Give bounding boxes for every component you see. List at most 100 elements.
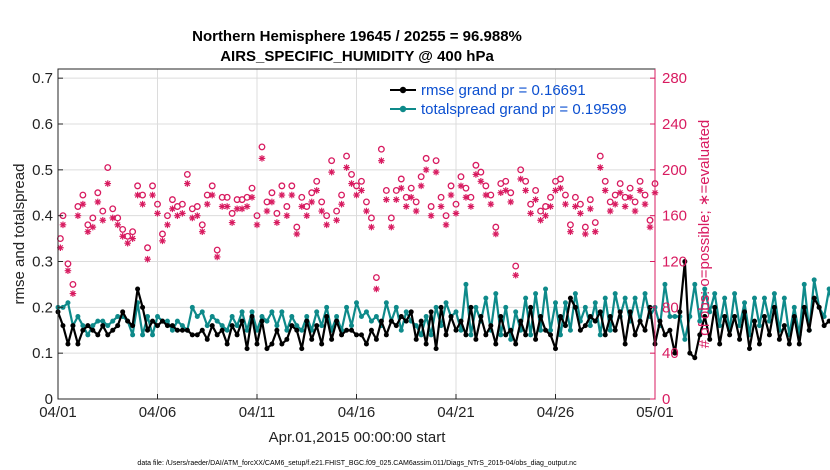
totalspread-point <box>528 332 534 338</box>
evaluated-obs-point <box>348 180 355 187</box>
rmse-point <box>284 336 290 342</box>
possible-obs-point <box>512 262 520 270</box>
rmse-point <box>428 309 434 315</box>
possible-obs-point <box>258 143 266 151</box>
rmse-point <box>577 327 583 333</box>
totalspread-point <box>498 332 504 338</box>
rmse-point <box>189 332 195 338</box>
totalspread-point <box>209 314 215 319</box>
evaluated-obs-point <box>338 200 345 208</box>
evaluated-obs-point <box>263 207 271 215</box>
rmse-point <box>120 309 126 315</box>
x-tick-label: 04/11 <box>239 404 275 421</box>
rmse-point <box>443 332 449 338</box>
totalspread-point <box>349 323 355 329</box>
rmse-point <box>557 314 563 319</box>
rmse-point <box>448 314 454 319</box>
possible-obs-point <box>159 230 166 238</box>
y2-tick-label: 0 <box>662 391 670 408</box>
totalspread-point <box>294 323 300 329</box>
totalspread-point <box>826 286 830 292</box>
evaluated-obs-point <box>537 216 544 224</box>
possible-obs-point <box>382 187 390 194</box>
rmse-point <box>657 318 663 324</box>
possible-obs-point <box>547 193 554 201</box>
possible-obs-point <box>313 177 321 185</box>
totalspread-point <box>110 318 116 324</box>
evaluated-obs-point <box>631 207 639 215</box>
y-axis-label: rmse and totalspread <box>11 164 28 305</box>
rmse-point <box>622 341 628 347</box>
y-tick-label: 0.7 <box>32 70 53 87</box>
evaluated-obs-point <box>487 200 495 208</box>
evaluated-obs-point <box>288 191 296 199</box>
rmse-point <box>602 332 608 338</box>
rmse-point <box>199 327 205 333</box>
possible-obs-point <box>372 274 380 281</box>
possible-obs-point <box>447 182 455 190</box>
totalspread-point <box>548 327 554 333</box>
y-axis-right: 0 40 80 120 160 200 240 280 <box>650 69 687 408</box>
totalspread-point <box>319 323 325 329</box>
rmse-point <box>677 309 683 315</box>
evaluated-obs-point <box>402 203 410 210</box>
rmse-point <box>786 341 792 347</box>
totalspread-point <box>602 295 608 301</box>
rmse-point <box>508 327 514 333</box>
evaluated-obs-point <box>169 205 176 213</box>
rmse-point <box>781 323 787 329</box>
possible-obs-point <box>641 191 649 199</box>
rmse-point <box>682 259 688 264</box>
totalspread-point <box>274 323 280 329</box>
possible-obs-point <box>571 193 579 201</box>
possible-obs-point <box>283 203 291 210</box>
evaluated-obs-point <box>198 228 206 236</box>
x-axis-label: Apr.01,2015 00:00:00 start <box>269 429 447 446</box>
rmse-point <box>458 318 464 324</box>
possible-obs-point <box>566 221 574 229</box>
rmse-point <box>463 332 469 338</box>
legend: rmse grand pr = 0.16691 totalspread gran… <box>390 82 627 118</box>
evaluated-obs-point <box>109 214 117 222</box>
totalspread-point <box>756 323 762 329</box>
evaluated-obs-point <box>587 205 594 213</box>
evaluated-obs-point <box>532 196 539 203</box>
totalspread-point <box>95 318 101 324</box>
evaluated-obs-point <box>104 180 112 187</box>
possible-obs-point <box>273 209 281 217</box>
evaluated-obs-point <box>507 198 515 206</box>
totalspread-point <box>393 304 399 310</box>
evaluated-obs-point <box>621 203 629 210</box>
possible-obs-point <box>457 173 465 181</box>
possible-obs-point <box>94 189 102 197</box>
possible-obs-point <box>69 280 77 288</box>
rmse-point <box>70 323 76 329</box>
rmse-point <box>65 341 71 347</box>
rmse-point <box>756 341 762 347</box>
rmse-point <box>742 309 748 315</box>
totalspread-point <box>468 332 474 338</box>
evaluated-obs-point <box>124 239 131 247</box>
rmse-point <box>697 332 703 338</box>
totalspread-point <box>229 314 235 319</box>
rmse-point <box>60 323 66 329</box>
evaluated-obs-point <box>159 237 166 245</box>
evaluated-obs-point <box>383 196 390 203</box>
rmse-point <box>796 341 802 347</box>
rmse-point <box>821 323 827 329</box>
rmse-point <box>453 327 459 333</box>
evaluated-obs-point <box>203 200 211 208</box>
totalspread-point <box>582 304 588 310</box>
rmse-point <box>354 332 359 338</box>
rmse-point <box>224 341 230 347</box>
possible-obs-point <box>129 228 137 236</box>
possible-obs-point <box>432 157 440 165</box>
rmse-point <box>229 323 235 329</box>
rmse-point <box>518 318 524 324</box>
possible-obs-point <box>298 193 306 201</box>
totalspread-point <box>244 327 250 333</box>
evaluated-obs-point <box>547 203 554 210</box>
totalspread-point <box>85 332 91 338</box>
totalspread-point <box>100 318 106 324</box>
possible-obs-point <box>412 198 420 206</box>
